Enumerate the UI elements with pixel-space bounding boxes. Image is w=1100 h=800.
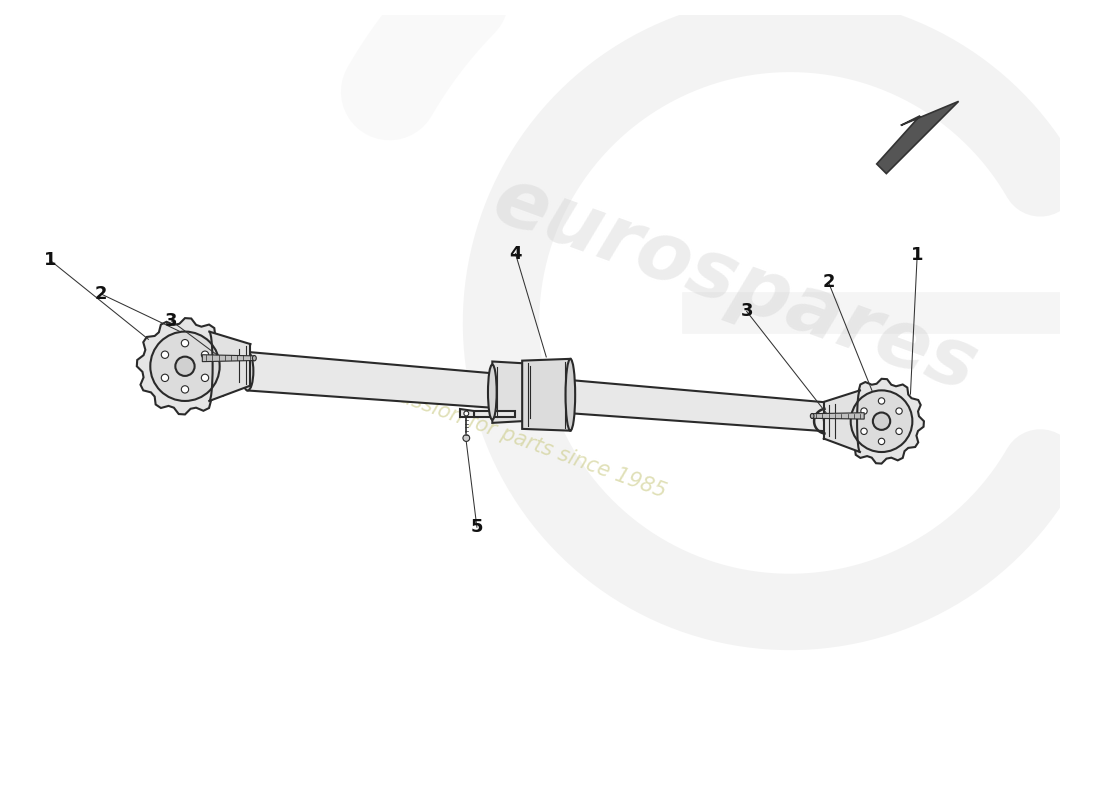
Polygon shape <box>824 390 860 452</box>
Text: 1: 1 <box>44 251 56 270</box>
Circle shape <box>151 331 220 401</box>
Text: 4: 4 <box>509 245 521 262</box>
Polygon shape <box>522 359 570 430</box>
Polygon shape <box>209 331 251 401</box>
Ellipse shape <box>242 352 253 390</box>
Circle shape <box>162 374 168 382</box>
Text: 2: 2 <box>823 274 835 291</box>
Circle shape <box>162 351 168 358</box>
Circle shape <box>879 438 884 445</box>
Ellipse shape <box>252 355 256 361</box>
Text: 3: 3 <box>165 312 178 330</box>
Ellipse shape <box>824 402 834 431</box>
Polygon shape <box>877 102 958 174</box>
Circle shape <box>464 411 469 416</box>
Polygon shape <box>563 379 828 431</box>
Circle shape <box>182 386 188 393</box>
Polygon shape <box>202 354 254 362</box>
Ellipse shape <box>811 414 814 418</box>
Polygon shape <box>812 413 865 419</box>
Circle shape <box>850 390 912 452</box>
Polygon shape <box>474 411 516 417</box>
Circle shape <box>201 374 209 382</box>
Circle shape <box>873 413 890 430</box>
Polygon shape <box>248 352 496 408</box>
Text: 2: 2 <box>95 285 108 303</box>
Polygon shape <box>460 409 474 417</box>
Polygon shape <box>839 379 924 463</box>
Polygon shape <box>493 362 535 423</box>
Circle shape <box>861 408 867 414</box>
Circle shape <box>175 357 195 376</box>
Circle shape <box>463 434 470 442</box>
Circle shape <box>879 398 884 404</box>
Polygon shape <box>136 318 233 414</box>
Text: 5: 5 <box>471 518 483 536</box>
Text: 1: 1 <box>911 246 923 265</box>
Ellipse shape <box>565 359 575 430</box>
Text: a passion for parts since 1985: a passion for parts since 1985 <box>366 375 669 502</box>
Text: eurospares: eurospares <box>482 161 987 408</box>
Circle shape <box>895 428 902 434</box>
Circle shape <box>895 408 902 414</box>
Ellipse shape <box>488 365 496 420</box>
Circle shape <box>201 351 209 358</box>
Text: 3: 3 <box>740 302 752 320</box>
Circle shape <box>182 339 188 347</box>
Circle shape <box>861 428 867 434</box>
